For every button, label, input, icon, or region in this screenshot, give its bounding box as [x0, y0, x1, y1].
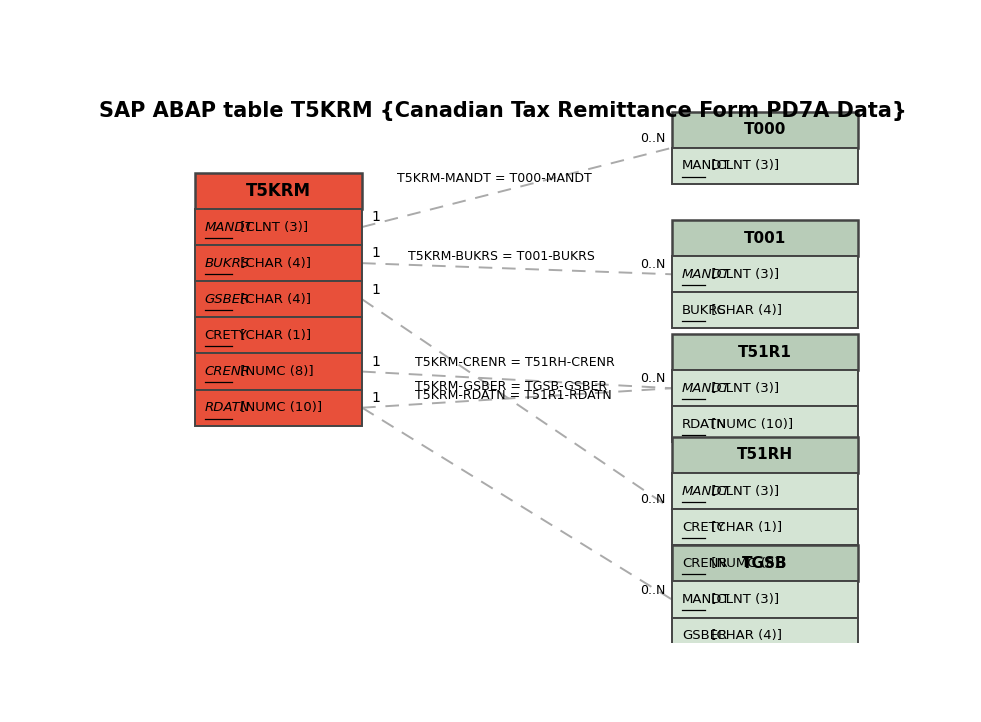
FancyBboxPatch shape	[195, 245, 362, 281]
Text: [NUMC (10)]: [NUMC (10)]	[707, 418, 794, 431]
Text: [CHAR (4)]: [CHAR (4)]	[235, 293, 311, 306]
Text: T51R1: T51R1	[738, 344, 792, 360]
FancyBboxPatch shape	[672, 256, 858, 292]
FancyBboxPatch shape	[195, 390, 362, 426]
Text: T000: T000	[744, 122, 786, 137]
Text: CRETY: CRETY	[205, 329, 247, 342]
Text: [CHAR (1)]: [CHAR (1)]	[235, 329, 311, 342]
Text: 0..N: 0..N	[641, 258, 666, 271]
FancyBboxPatch shape	[672, 617, 858, 653]
Text: MANDT: MANDT	[682, 268, 731, 281]
Text: GSBER: GSBER	[682, 629, 727, 642]
FancyBboxPatch shape	[672, 406, 858, 443]
Text: BUKRS: BUKRS	[682, 304, 727, 317]
FancyBboxPatch shape	[195, 173, 362, 209]
Text: 1: 1	[371, 391, 380, 405]
Text: [CLNT (3)]: [CLNT (3)]	[235, 220, 308, 233]
Text: TGSB: TGSB	[743, 556, 788, 571]
Text: 0..N: 0..N	[641, 132, 666, 145]
Text: RDATN: RDATN	[682, 418, 727, 431]
Text: CRENR: CRENR	[205, 365, 251, 378]
Text: T001: T001	[744, 230, 786, 245]
Text: T5KRM-GSBER = TGSB-GSBER: T5KRM-GSBER = TGSB-GSBER	[415, 380, 607, 393]
FancyBboxPatch shape	[672, 148, 858, 184]
FancyBboxPatch shape	[672, 292, 858, 329]
FancyBboxPatch shape	[672, 334, 858, 370]
Text: [NUMC (8)]: [NUMC (8)]	[707, 557, 785, 570]
Text: [NUMC (8)]: [NUMC (8)]	[235, 365, 314, 378]
Text: T5KRM-BUKRS = T001-BUKRS: T5KRM-BUKRS = T001-BUKRS	[408, 250, 595, 263]
Text: T5KRM: T5KRM	[246, 182, 311, 200]
FancyBboxPatch shape	[672, 112, 858, 148]
FancyBboxPatch shape	[195, 354, 362, 390]
Text: T51RH: T51RH	[737, 448, 793, 463]
FancyBboxPatch shape	[672, 581, 858, 617]
Text: [CHAR (1)]: [CHAR (1)]	[707, 521, 783, 534]
Text: [CHAR (4)]: [CHAR (4)]	[235, 256, 311, 269]
Text: 1: 1	[371, 246, 380, 261]
FancyBboxPatch shape	[672, 473, 858, 509]
Text: 0..N: 0..N	[641, 493, 666, 506]
Text: GSBER: GSBER	[205, 293, 250, 306]
Text: 0..N: 0..N	[641, 373, 666, 386]
FancyBboxPatch shape	[195, 209, 362, 245]
FancyBboxPatch shape	[672, 545, 858, 581]
Text: BUKRS: BUKRS	[205, 256, 250, 269]
Text: T5KRM-RDATN = T51R1-RDATN: T5KRM-RDATN = T51R1-RDATN	[415, 389, 612, 402]
Text: [CHAR (4)]: [CHAR (4)]	[707, 304, 782, 317]
FancyBboxPatch shape	[672, 370, 858, 406]
Text: T5KRM-CRENR = T51RH-CRENR: T5KRM-CRENR = T51RH-CRENR	[415, 356, 615, 369]
FancyBboxPatch shape	[672, 509, 858, 545]
Text: MANDT: MANDT	[682, 382, 731, 395]
Text: [CHAR (4)]: [CHAR (4)]	[707, 629, 782, 642]
Text: CRETY: CRETY	[682, 521, 725, 534]
Text: MANDT: MANDT	[682, 484, 731, 497]
Text: [CLNT (3)]: [CLNT (3)]	[707, 160, 779, 173]
Text: 1: 1	[371, 210, 380, 225]
Text: T5KRM-MANDT = T000-MANDT: T5KRM-MANDT = T000-MANDT	[397, 172, 592, 185]
Text: SAP ABAP table T5KRM {Canadian Tax Remittance Form PD7A Data}: SAP ABAP table T5KRM {Canadian Tax Remit…	[99, 100, 906, 121]
FancyBboxPatch shape	[672, 545, 858, 581]
FancyBboxPatch shape	[672, 437, 858, 473]
Text: [NUMC (10)]: [NUMC (10)]	[235, 401, 322, 414]
Text: [CLNT (3)]: [CLNT (3)]	[707, 593, 779, 606]
FancyBboxPatch shape	[672, 220, 858, 256]
Text: 1: 1	[371, 355, 380, 369]
Text: MANDT: MANDT	[205, 220, 253, 233]
Text: [CLNT (3)]: [CLNT (3)]	[707, 268, 779, 281]
FancyBboxPatch shape	[195, 318, 362, 354]
Text: CRENR: CRENR	[682, 557, 727, 570]
Text: 1: 1	[371, 282, 380, 297]
Text: MANDT: MANDT	[682, 160, 730, 173]
Text: RDATN: RDATN	[205, 401, 250, 414]
Text: MANDT: MANDT	[682, 593, 730, 606]
Text: [CLNT (3)]: [CLNT (3)]	[707, 382, 779, 395]
Text: [CLNT (3)]: [CLNT (3)]	[707, 484, 779, 497]
FancyBboxPatch shape	[195, 282, 362, 318]
Text: 0..N: 0..N	[641, 583, 666, 596]
